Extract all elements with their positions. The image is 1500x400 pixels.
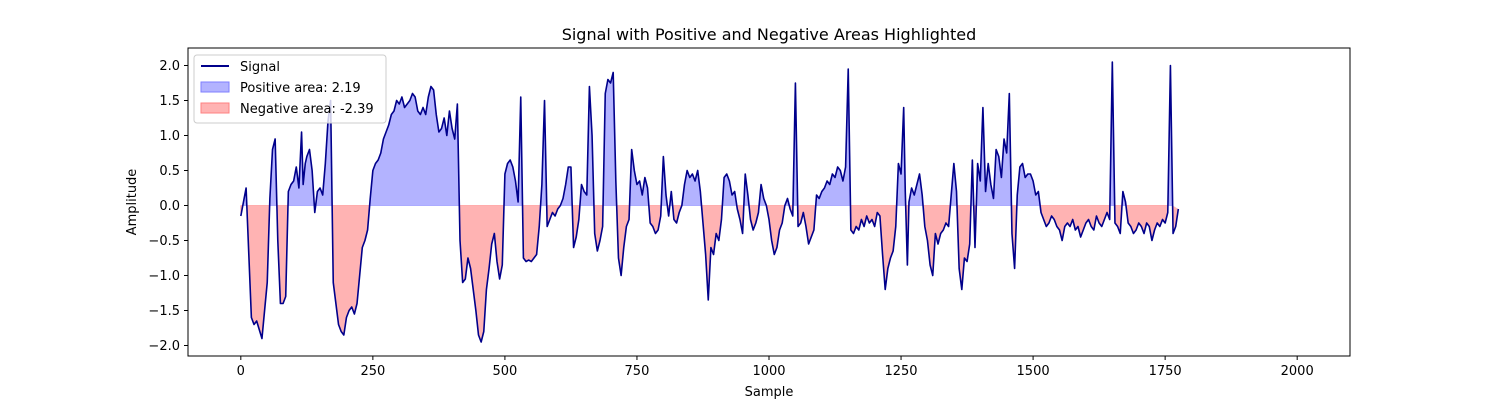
x-tick-label: 750 bbox=[625, 364, 650, 379]
y-tick-label: 0.0 bbox=[159, 199, 180, 214]
x-tick-label: 250 bbox=[360, 364, 385, 379]
legend-positive-label: Positive area: 2.19 bbox=[240, 81, 361, 96]
y-tick-label: −1.5 bbox=[148, 304, 180, 319]
y-axis-label: Amplitude bbox=[125, 169, 140, 236]
signal-line bbox=[240, 61, 1180, 343]
legend-positive-swatch bbox=[200, 81, 230, 93]
chart-title: Signal with Positive and Negative Areas … bbox=[562, 25, 977, 44]
legend-negative-swatch bbox=[200, 102, 230, 114]
y-tick-label: 1.0 bbox=[159, 129, 180, 144]
x-tick-label: 1750 bbox=[1149, 364, 1182, 379]
x-tick-label: 500 bbox=[492, 364, 517, 379]
legend-box bbox=[193, 54, 387, 124]
signal-line-layer bbox=[240, 61, 1180, 343]
x-axis-label: Sample bbox=[745, 385, 794, 400]
y-axis-ticks: −2.0 −1.5 −1.0 −0.5 0.0 0.5 1.0 1.5 2.0 bbox=[148, 59, 188, 354]
x-tick-label: 0 bbox=[237, 364, 245, 379]
y-tick-label: 0.5 bbox=[159, 164, 180, 179]
legend-negative-label: Negative area: -2.39 bbox=[240, 102, 374, 117]
y-tick-label: 1.5 bbox=[159, 94, 180, 109]
y-tick-label: 2.0 bbox=[159, 59, 180, 74]
x-tick-label: 2000 bbox=[1281, 364, 1314, 379]
y-tick-label: −2.0 bbox=[148, 339, 180, 354]
legend: Signal Positive area: 2.19 Negative area… bbox=[193, 54, 387, 124]
legend-signal-label: Signal bbox=[240, 60, 280, 75]
x-tick-label: 1250 bbox=[884, 364, 917, 379]
x-axis-ticks: 0 250 500 750 1000 1250 1500 1750 2000 bbox=[237, 356, 1314, 379]
x-tick-label: 1500 bbox=[1017, 364, 1050, 379]
y-tick-label: −1.0 bbox=[148, 269, 180, 284]
y-tick-label: −0.5 bbox=[148, 234, 180, 249]
x-tick-label: 1000 bbox=[752, 364, 785, 379]
